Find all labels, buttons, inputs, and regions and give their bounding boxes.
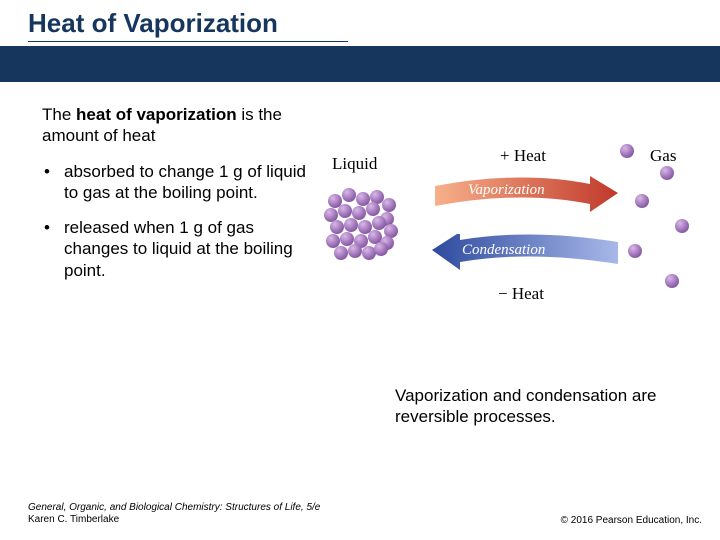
- liquid-particle: [338, 204, 352, 218]
- liquid-particle: [382, 198, 396, 212]
- gas-particle: [660, 166, 674, 180]
- label-plus-heat: + Heat: [500, 146, 546, 166]
- bullet-list: absorbed to change 1 g of liquid to gas …: [42, 161, 310, 281]
- liquid-particle: [342, 188, 356, 202]
- header-bar: [0, 46, 720, 82]
- label-liquid: Liquid: [332, 154, 377, 174]
- footer-left: General, Organic, and Biological Chemist…: [28, 502, 320, 526]
- liquid-particle: [344, 218, 358, 232]
- phase-diagram: Liquid + Heat Gas − Heat Vaporization: [320, 124, 690, 324]
- text-column: The heat of vaporization is the amount o…: [42, 104, 310, 324]
- gas-particle: [620, 144, 634, 158]
- liquid-cluster: [320, 184, 400, 264]
- bullet-item: released when 1 g of gas changes to liqu…: [42, 217, 310, 281]
- label-gas: Gas: [650, 146, 676, 166]
- liquid-particle: [348, 244, 362, 258]
- gas-particle: [665, 274, 679, 288]
- intro-prefix: The: [42, 105, 76, 124]
- gas-particle: [628, 244, 642, 258]
- diagram-column: Liquid + Heat Gas − Heat Vaporization: [310, 104, 690, 324]
- book-title: General, Organic, and Biological Chemist…: [28, 502, 320, 514]
- liquid-particle: [366, 202, 380, 216]
- condensation-label: Condensation: [462, 242, 545, 259]
- copyright: © 2016 Pearson Education, Inc.: [561, 515, 702, 526]
- liquid-particle: [334, 246, 348, 260]
- footer: General, Organic, and Biological Chemist…: [28, 502, 702, 526]
- bullet-item: absorbed to change 1 g of liquid to gas …: [42, 161, 310, 204]
- label-minus-heat: − Heat: [498, 284, 544, 304]
- gas-particle: [675, 219, 689, 233]
- gas-particle: [635, 194, 649, 208]
- liquid-particle: [374, 242, 388, 256]
- slide-title: Heat of Vaporization: [28, 8, 720, 39]
- intro-bold: heat of vaporization: [76, 105, 237, 124]
- content-area: The heat of vaporization is the amount o…: [0, 82, 720, 324]
- title-area: Heat of Vaporization: [0, 0, 720, 42]
- title-underline: [28, 41, 348, 42]
- intro-text: The heat of vaporization is the amount o…: [42, 104, 310, 147]
- book-author: Karen C. Timberlake: [28, 514, 320, 526]
- vaporization-label: Vaporization: [468, 182, 545, 199]
- liquid-particle: [330, 220, 344, 234]
- diagram-caption: Vaporization and condensation are revers…: [395, 385, 695, 428]
